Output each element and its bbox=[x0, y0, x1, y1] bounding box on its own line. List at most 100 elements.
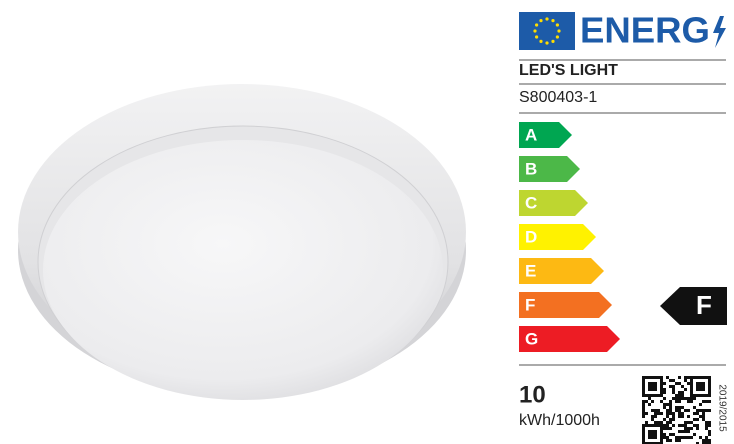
qr-module bbox=[687, 397, 690, 400]
qr-module bbox=[678, 439, 681, 442]
qr-module bbox=[660, 412, 663, 415]
qr-module bbox=[678, 382, 681, 385]
qr-module bbox=[705, 421, 708, 424]
qr-module bbox=[669, 379, 672, 382]
qr-module bbox=[654, 436, 657, 439]
qr-module bbox=[669, 409, 672, 412]
qr-module bbox=[678, 397, 681, 400]
qr-module bbox=[678, 436, 681, 439]
qr-module bbox=[705, 436, 708, 439]
qr-module bbox=[642, 394, 645, 397]
qr-module bbox=[690, 421, 693, 424]
qr-module bbox=[645, 376, 648, 379]
qr-module bbox=[708, 391, 711, 394]
qr-module bbox=[699, 382, 702, 385]
qr-module bbox=[654, 394, 657, 397]
qr-module bbox=[705, 394, 708, 397]
qr-module bbox=[660, 379, 663, 382]
qr-module bbox=[678, 430, 681, 433]
model: S800403-1 bbox=[519, 89, 597, 106]
qr-module bbox=[651, 415, 654, 418]
star bbox=[551, 19, 555, 23]
qr-module bbox=[684, 436, 687, 439]
qr-module bbox=[678, 406, 681, 409]
qr-module bbox=[660, 388, 663, 391]
class-arrow bbox=[519, 258, 604, 284]
qr-module bbox=[669, 418, 672, 421]
qr-module bbox=[681, 391, 684, 394]
qr-module bbox=[651, 433, 654, 436]
qr-module bbox=[642, 409, 645, 412]
qr-module bbox=[654, 421, 657, 424]
qr-module bbox=[708, 394, 711, 397]
qr-module bbox=[660, 400, 663, 403]
class-letter: C bbox=[525, 193, 537, 212]
qr-module bbox=[666, 412, 669, 415]
qr-module bbox=[699, 409, 702, 412]
qr-module bbox=[699, 385, 702, 388]
product-image bbox=[18, 84, 466, 400]
qr-module bbox=[702, 394, 705, 397]
qr-module bbox=[666, 376, 669, 379]
qr-module bbox=[693, 433, 696, 436]
qr-module bbox=[681, 424, 684, 427]
qr-module bbox=[690, 436, 693, 439]
qr-module bbox=[681, 394, 684, 397]
qr-module bbox=[651, 424, 654, 427]
qr-module bbox=[702, 409, 705, 412]
qr-module bbox=[696, 412, 699, 415]
qr-module bbox=[684, 409, 687, 412]
lightning-icon bbox=[713, 16, 726, 48]
qr-module bbox=[648, 397, 651, 400]
qr-module bbox=[672, 433, 675, 436]
consumption-unit: kWh/1000h bbox=[519, 412, 600, 429]
qr-module bbox=[684, 388, 687, 391]
qr-module bbox=[666, 415, 669, 418]
consumption: 10 bbox=[519, 381, 546, 408]
qr-module bbox=[645, 400, 648, 403]
lamp-diffuser bbox=[43, 140, 443, 400]
qr-module bbox=[642, 385, 645, 388]
qr-module bbox=[687, 400, 690, 403]
qr-module bbox=[651, 442, 654, 444]
qr-module bbox=[699, 436, 702, 439]
qr-module bbox=[648, 403, 651, 406]
qr-module bbox=[687, 409, 690, 412]
qr-module bbox=[696, 427, 699, 430]
qr-module bbox=[702, 418, 705, 421]
qr-module bbox=[699, 376, 702, 379]
qr-module bbox=[648, 388, 651, 391]
star bbox=[533, 29, 537, 33]
star bbox=[555, 35, 559, 39]
qr-module bbox=[678, 415, 681, 418]
qr-module bbox=[702, 400, 705, 403]
qr-module bbox=[660, 427, 663, 430]
qr-module bbox=[678, 391, 681, 394]
qr-module bbox=[642, 403, 645, 406]
qr-module bbox=[696, 382, 699, 385]
class-letter: B bbox=[525, 159, 537, 178]
qr-module bbox=[663, 391, 666, 394]
star bbox=[545, 41, 549, 45]
qr-module bbox=[708, 379, 711, 382]
qr-module bbox=[708, 376, 711, 379]
qr-module bbox=[690, 400, 693, 403]
qr-module bbox=[669, 427, 672, 430]
qr-module bbox=[699, 403, 702, 406]
qr-module bbox=[678, 409, 681, 412]
qr-module bbox=[657, 421, 660, 424]
qr-module bbox=[669, 403, 672, 406]
qr-module bbox=[681, 415, 684, 418]
qr-module bbox=[660, 376, 663, 379]
qr-module bbox=[675, 382, 678, 385]
qr-module bbox=[654, 385, 657, 388]
qr-module bbox=[669, 406, 672, 409]
qr-module bbox=[693, 418, 696, 421]
qr-module bbox=[645, 424, 648, 427]
qr-module bbox=[684, 421, 687, 424]
qr-module bbox=[660, 442, 663, 444]
qr-module bbox=[705, 409, 708, 412]
supplier: LED'S LIGHT bbox=[519, 62, 618, 79]
qr-module bbox=[675, 439, 678, 442]
